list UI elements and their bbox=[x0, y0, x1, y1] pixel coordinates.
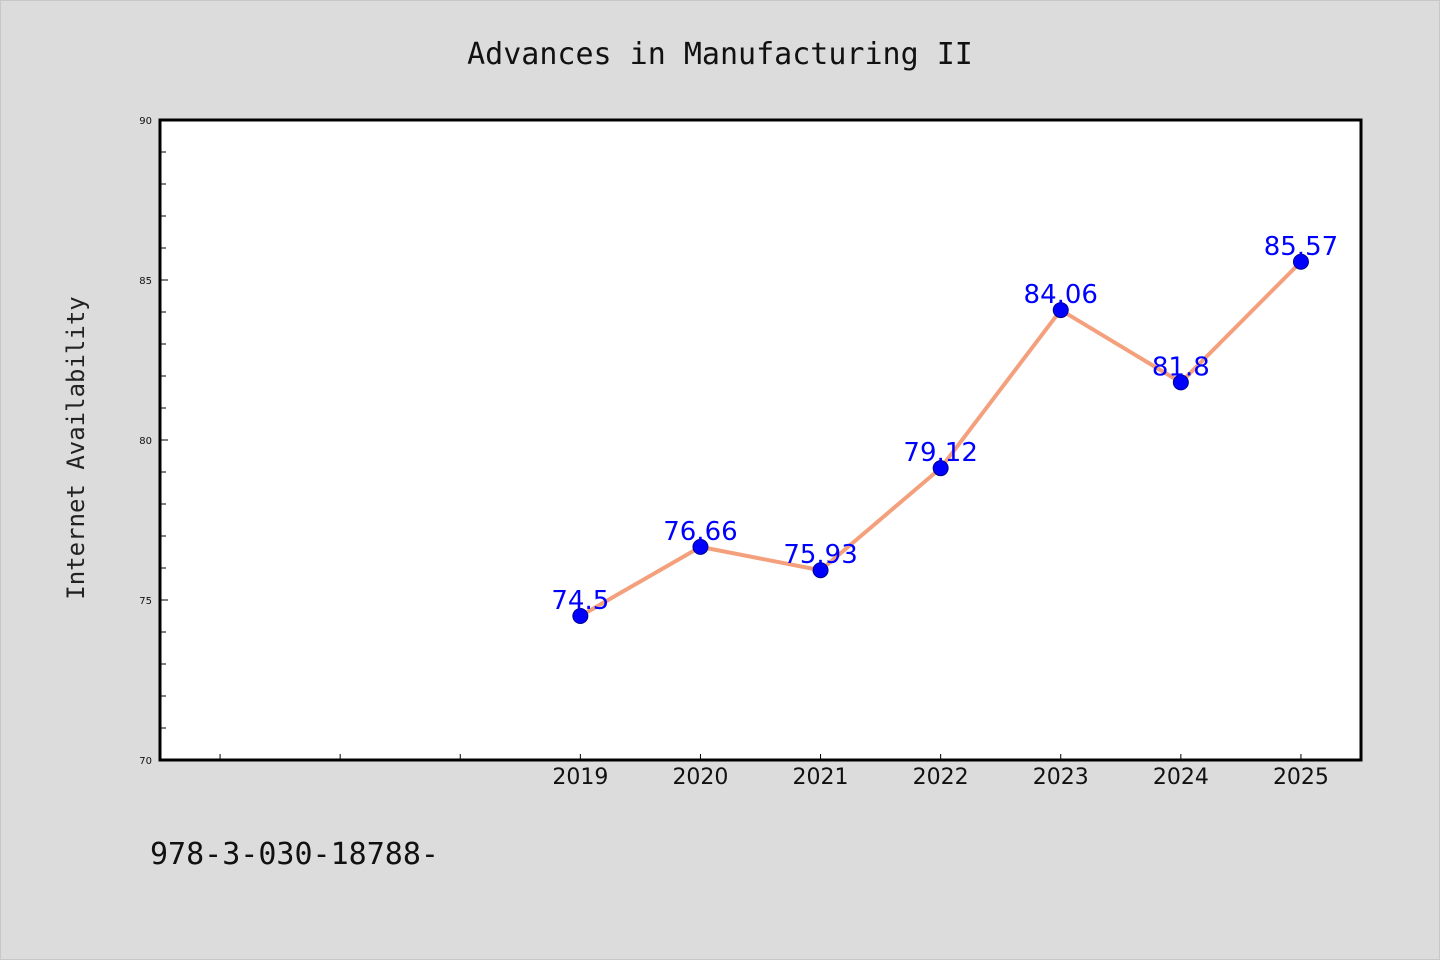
y-axis-ticks: 70 75 80 85 90 bbox=[139, 116, 168, 767]
data-label: 79.12 bbox=[903, 438, 977, 468]
x-tick-label: 2021 bbox=[793, 765, 849, 790]
data-label: 74.5 bbox=[551, 586, 609, 616]
x-tick-label: 2023 bbox=[1033, 765, 1089, 790]
chart-title: Advances in Manufacturing II bbox=[467, 37, 973, 72]
x-tick-label: 2019 bbox=[552, 765, 608, 790]
data-label: 84.06 bbox=[1024, 280, 1098, 310]
series-line-group bbox=[572, 253, 1309, 624]
data-point bbox=[1292, 253, 1309, 270]
y-tick-label: 70 bbox=[139, 756, 152, 767]
data-point bbox=[572, 608, 589, 624]
data-point bbox=[812, 562, 829, 579]
data-label: 75.93 bbox=[783, 540, 857, 570]
x-tick-label: 2020 bbox=[672, 765, 728, 790]
data-point bbox=[1172, 374, 1189, 391]
data-label: 81.8 bbox=[1152, 352, 1210, 382]
y-tick-label: 75 bbox=[139, 596, 152, 607]
plot-area bbox=[158, 118, 1363, 762]
x-tick-label: 2024 bbox=[1153, 765, 1209, 790]
data-point bbox=[692, 538, 709, 555]
data-point bbox=[932, 460, 949, 477]
data-label: 76.66 bbox=[663, 517, 737, 547]
footer-isbn-text: 978-3-030-18788- bbox=[150, 837, 439, 872]
x-axis-ticks: 2019 2020 2021 2022 2023 2024 2025 bbox=[219, 754, 1329, 790]
x-tick-label: 2022 bbox=[913, 765, 969, 790]
y-tick-label: 80 bbox=[139, 436, 152, 447]
data-labels-group: 74.5 76.66 75.93 79.12 84.06 81.8 85.57 bbox=[551, 232, 1338, 616]
x-tick-label: 2025 bbox=[1273, 765, 1329, 790]
y-axis-label: Internet Availability bbox=[62, 296, 90, 599]
y-tick-label: 90 bbox=[139, 116, 152, 127]
y-tick-label: 85 bbox=[139, 276, 152, 287]
data-point bbox=[1052, 302, 1069, 319]
data-label: 85.57 bbox=[1264, 232, 1338, 262]
